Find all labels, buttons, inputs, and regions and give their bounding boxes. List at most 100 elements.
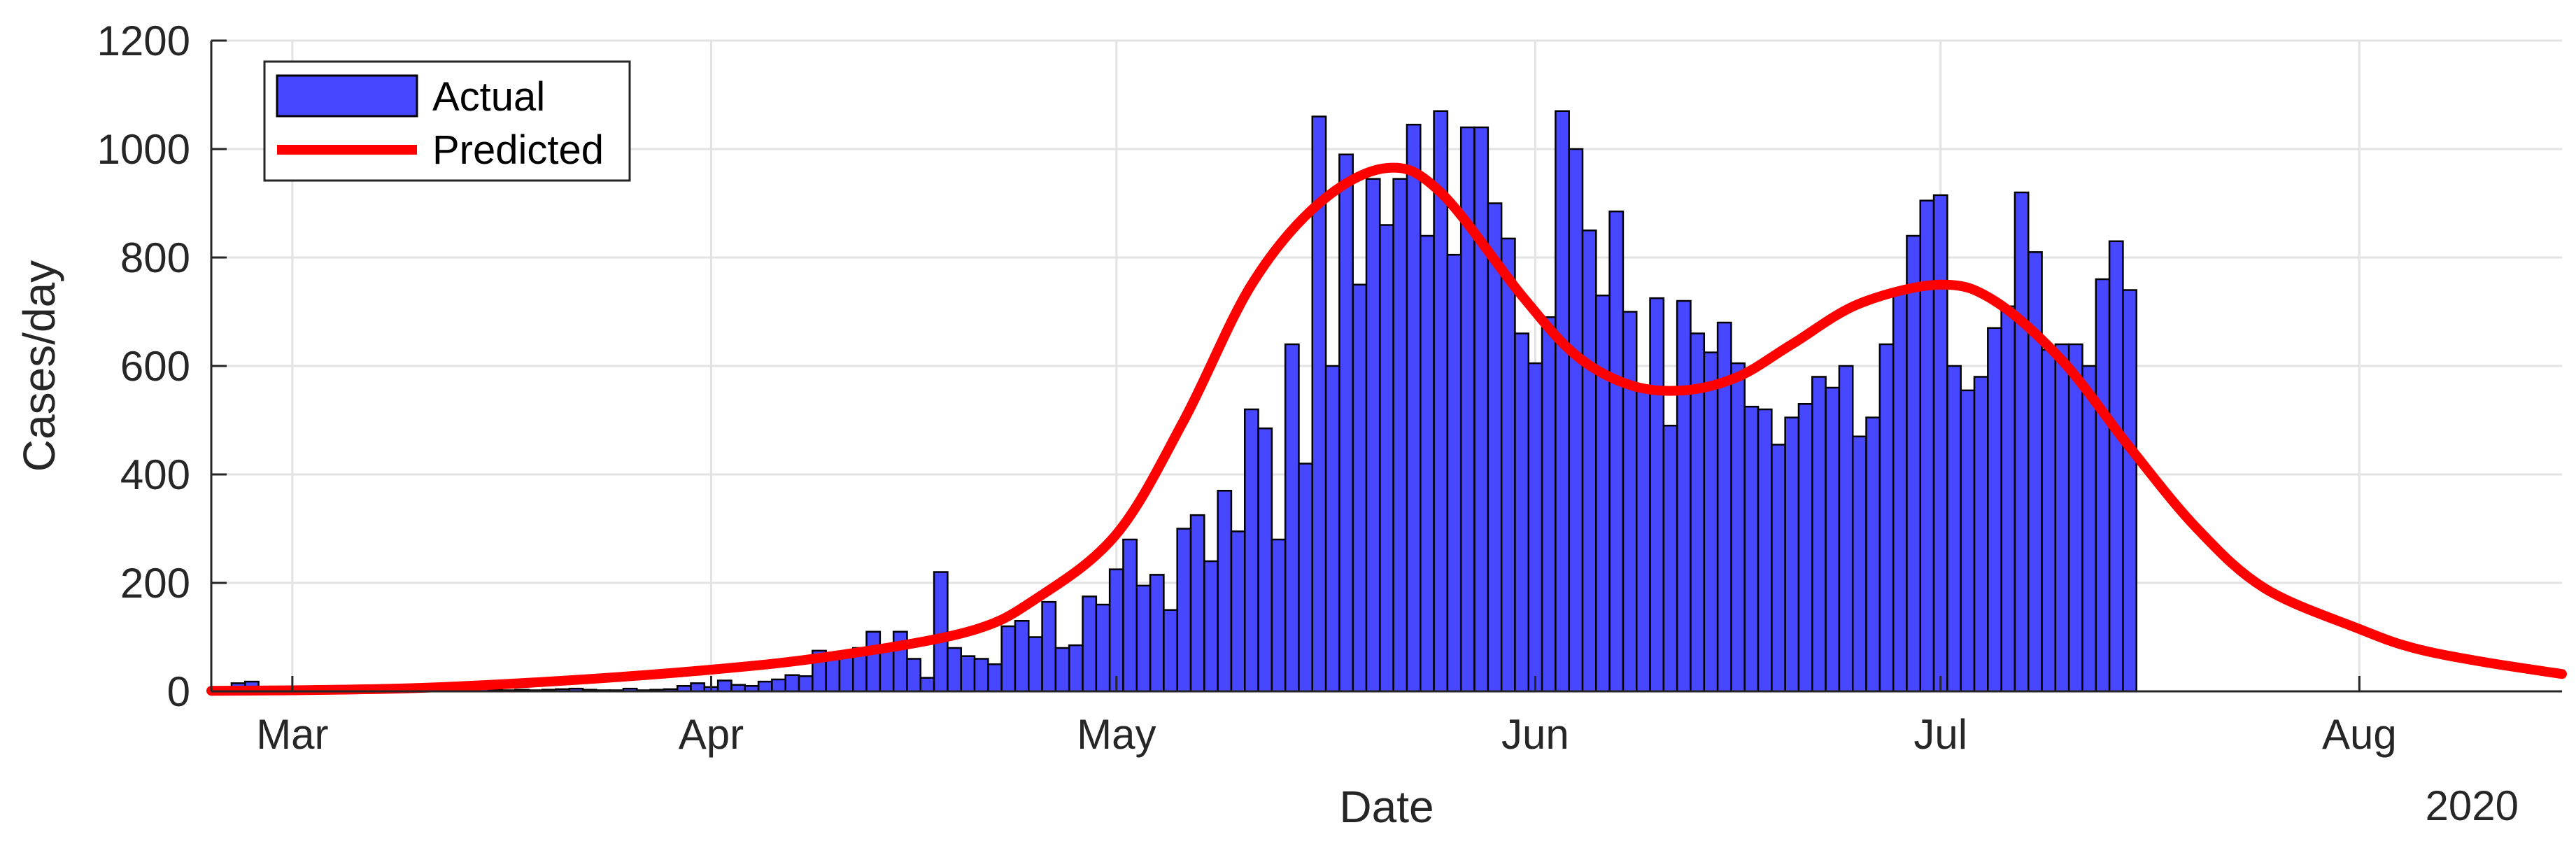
bar-actual bbox=[919, 677, 935, 693]
bar-actual bbox=[1176, 528, 1192, 693]
axes bbox=[210, 39, 2562, 693]
bar-actual bbox=[947, 647, 962, 693]
x-axis-label: Date bbox=[1339, 782, 1434, 832]
year-label: 2020 bbox=[2426, 782, 2519, 829]
bar-actual bbox=[2041, 348, 2057, 693]
bar-actual bbox=[1919, 199, 1935, 693]
bar-actual bbox=[1662, 425, 1678, 693]
bar-actual bbox=[1960, 389, 1976, 693]
y-axis-label: Cases/day bbox=[14, 260, 64, 472]
y-tick-label: 400 bbox=[120, 451, 190, 498]
bar-actual bbox=[1608, 210, 1625, 693]
x-tick-label: Jun bbox=[1501, 711, 1569, 758]
bar-actual bbox=[1946, 365, 1962, 693]
bar-actual bbox=[1500, 237, 1516, 693]
legend-label-predicted: Predicted bbox=[432, 127, 604, 173]
bar-actual bbox=[933, 571, 949, 693]
bar-actual bbox=[1406, 123, 1422, 693]
bar-actual bbox=[1338, 153, 1354, 693]
legend: Actual Predicted bbox=[263, 60, 631, 182]
bar-actual bbox=[1068, 644, 1084, 693]
actual-bars bbox=[230, 110, 2137, 693]
bar-actual bbox=[1811, 376, 1827, 693]
bar-actual bbox=[825, 658, 841, 693]
legend-swatch-actual bbox=[276, 74, 418, 118]
bar-actual bbox=[1514, 332, 1530, 693]
bar-actual bbox=[1973, 376, 1989, 693]
bar-actual bbox=[1743, 405, 1760, 693]
bar-actual bbox=[1082, 595, 1098, 693]
y-tick-label: 800 bbox=[120, 234, 190, 281]
bar-actual bbox=[1243, 408, 1259, 693]
bar-actual bbox=[2081, 365, 2097, 693]
x-tick-label: Apr bbox=[679, 711, 744, 758]
bar-actual bbox=[1825, 386, 1841, 693]
bar-actual bbox=[1581, 230, 1597, 693]
bar-actual bbox=[757, 680, 773, 693]
bar-actual bbox=[1284, 343, 1300, 693]
x-tick-label: May bbox=[1077, 711, 1156, 758]
bar-actual bbox=[1189, 514, 1205, 693]
bar-actual bbox=[960, 655, 976, 693]
bar-actual bbox=[1028, 636, 1043, 693]
bar-actual bbox=[798, 675, 814, 693]
bar-actual bbox=[1163, 609, 1178, 693]
bar-actual bbox=[1379, 224, 1394, 693]
bar-actual bbox=[1000, 625, 1017, 693]
bar-actual bbox=[1676, 299, 1692, 693]
bar-actual bbox=[1892, 289, 1908, 693]
bar-actual bbox=[1784, 416, 1800, 693]
bar-actual bbox=[716, 679, 733, 693]
bar-actual bbox=[1217, 490, 1233, 693]
bar-actual bbox=[2095, 278, 2111, 693]
bar-actual bbox=[1987, 327, 2002, 693]
bar-actual bbox=[2027, 251, 2043, 693]
bar-actual bbox=[771, 678, 786, 693]
bar-actual bbox=[1014, 620, 1030, 693]
bar-actual bbox=[1865, 416, 1881, 693]
y-tick-label: 1200 bbox=[97, 17, 190, 64]
y-tick-label: 0 bbox=[167, 668, 190, 715]
bar-actual bbox=[1392, 178, 1408, 693]
bar-actual bbox=[1622, 311, 1638, 693]
bar-actual bbox=[2054, 343, 2070, 693]
bar-actual bbox=[1757, 408, 1773, 693]
bar-actual bbox=[1271, 538, 1287, 693]
predicted-line-group bbox=[206, 162, 2567, 696]
bar-actual bbox=[1906, 234, 1922, 693]
bar-actual bbox=[1446, 253, 1462, 693]
bar-actual bbox=[1298, 463, 1314, 693]
bar-actual bbox=[2000, 305, 2016, 693]
bar-actual bbox=[1851, 435, 1867, 693]
bar-actual bbox=[784, 674, 800, 693]
tick-labels: 0 200 400 600 800 1000 1200 Mar Apr May Jun Jul Aug bbox=[97, 17, 2397, 758]
bar-actual bbox=[1635, 386, 1651, 693]
bar-actual bbox=[1135, 584, 1152, 693]
bar-actual bbox=[1095, 603, 1111, 693]
bar-actual bbox=[1365, 178, 1381, 693]
bar-actual bbox=[690, 682, 706, 693]
bar-actual bbox=[1108, 568, 1124, 693]
bar-actual bbox=[1041, 600, 1057, 693]
y-tick-label: 200 bbox=[120, 560, 190, 607]
bar-actual bbox=[1771, 444, 1786, 693]
x-tick-label: Mar bbox=[256, 711, 328, 758]
bar-actual bbox=[1527, 362, 1543, 693]
bar-actual bbox=[1555, 110, 1570, 693]
bar-actual bbox=[1420, 234, 1435, 693]
x-tick-label: Jul bbox=[1913, 711, 1967, 758]
predicted-line bbox=[206, 162, 2567, 696]
bar-actual bbox=[906, 658, 922, 693]
bar-actual bbox=[2108, 240, 2124, 693]
bar-actual bbox=[1203, 560, 1219, 693]
bar-actual bbox=[1054, 647, 1070, 693]
bar-actual bbox=[1878, 343, 1895, 693]
bar-actual bbox=[1932, 194, 1948, 693]
bar-actual bbox=[1149, 574, 1165, 693]
bar-actual bbox=[1595, 295, 1611, 693]
y-tick-label: 600 bbox=[120, 343, 190, 390]
bar-actual bbox=[987, 663, 1003, 693]
bar-actual bbox=[1487, 202, 1503, 693]
